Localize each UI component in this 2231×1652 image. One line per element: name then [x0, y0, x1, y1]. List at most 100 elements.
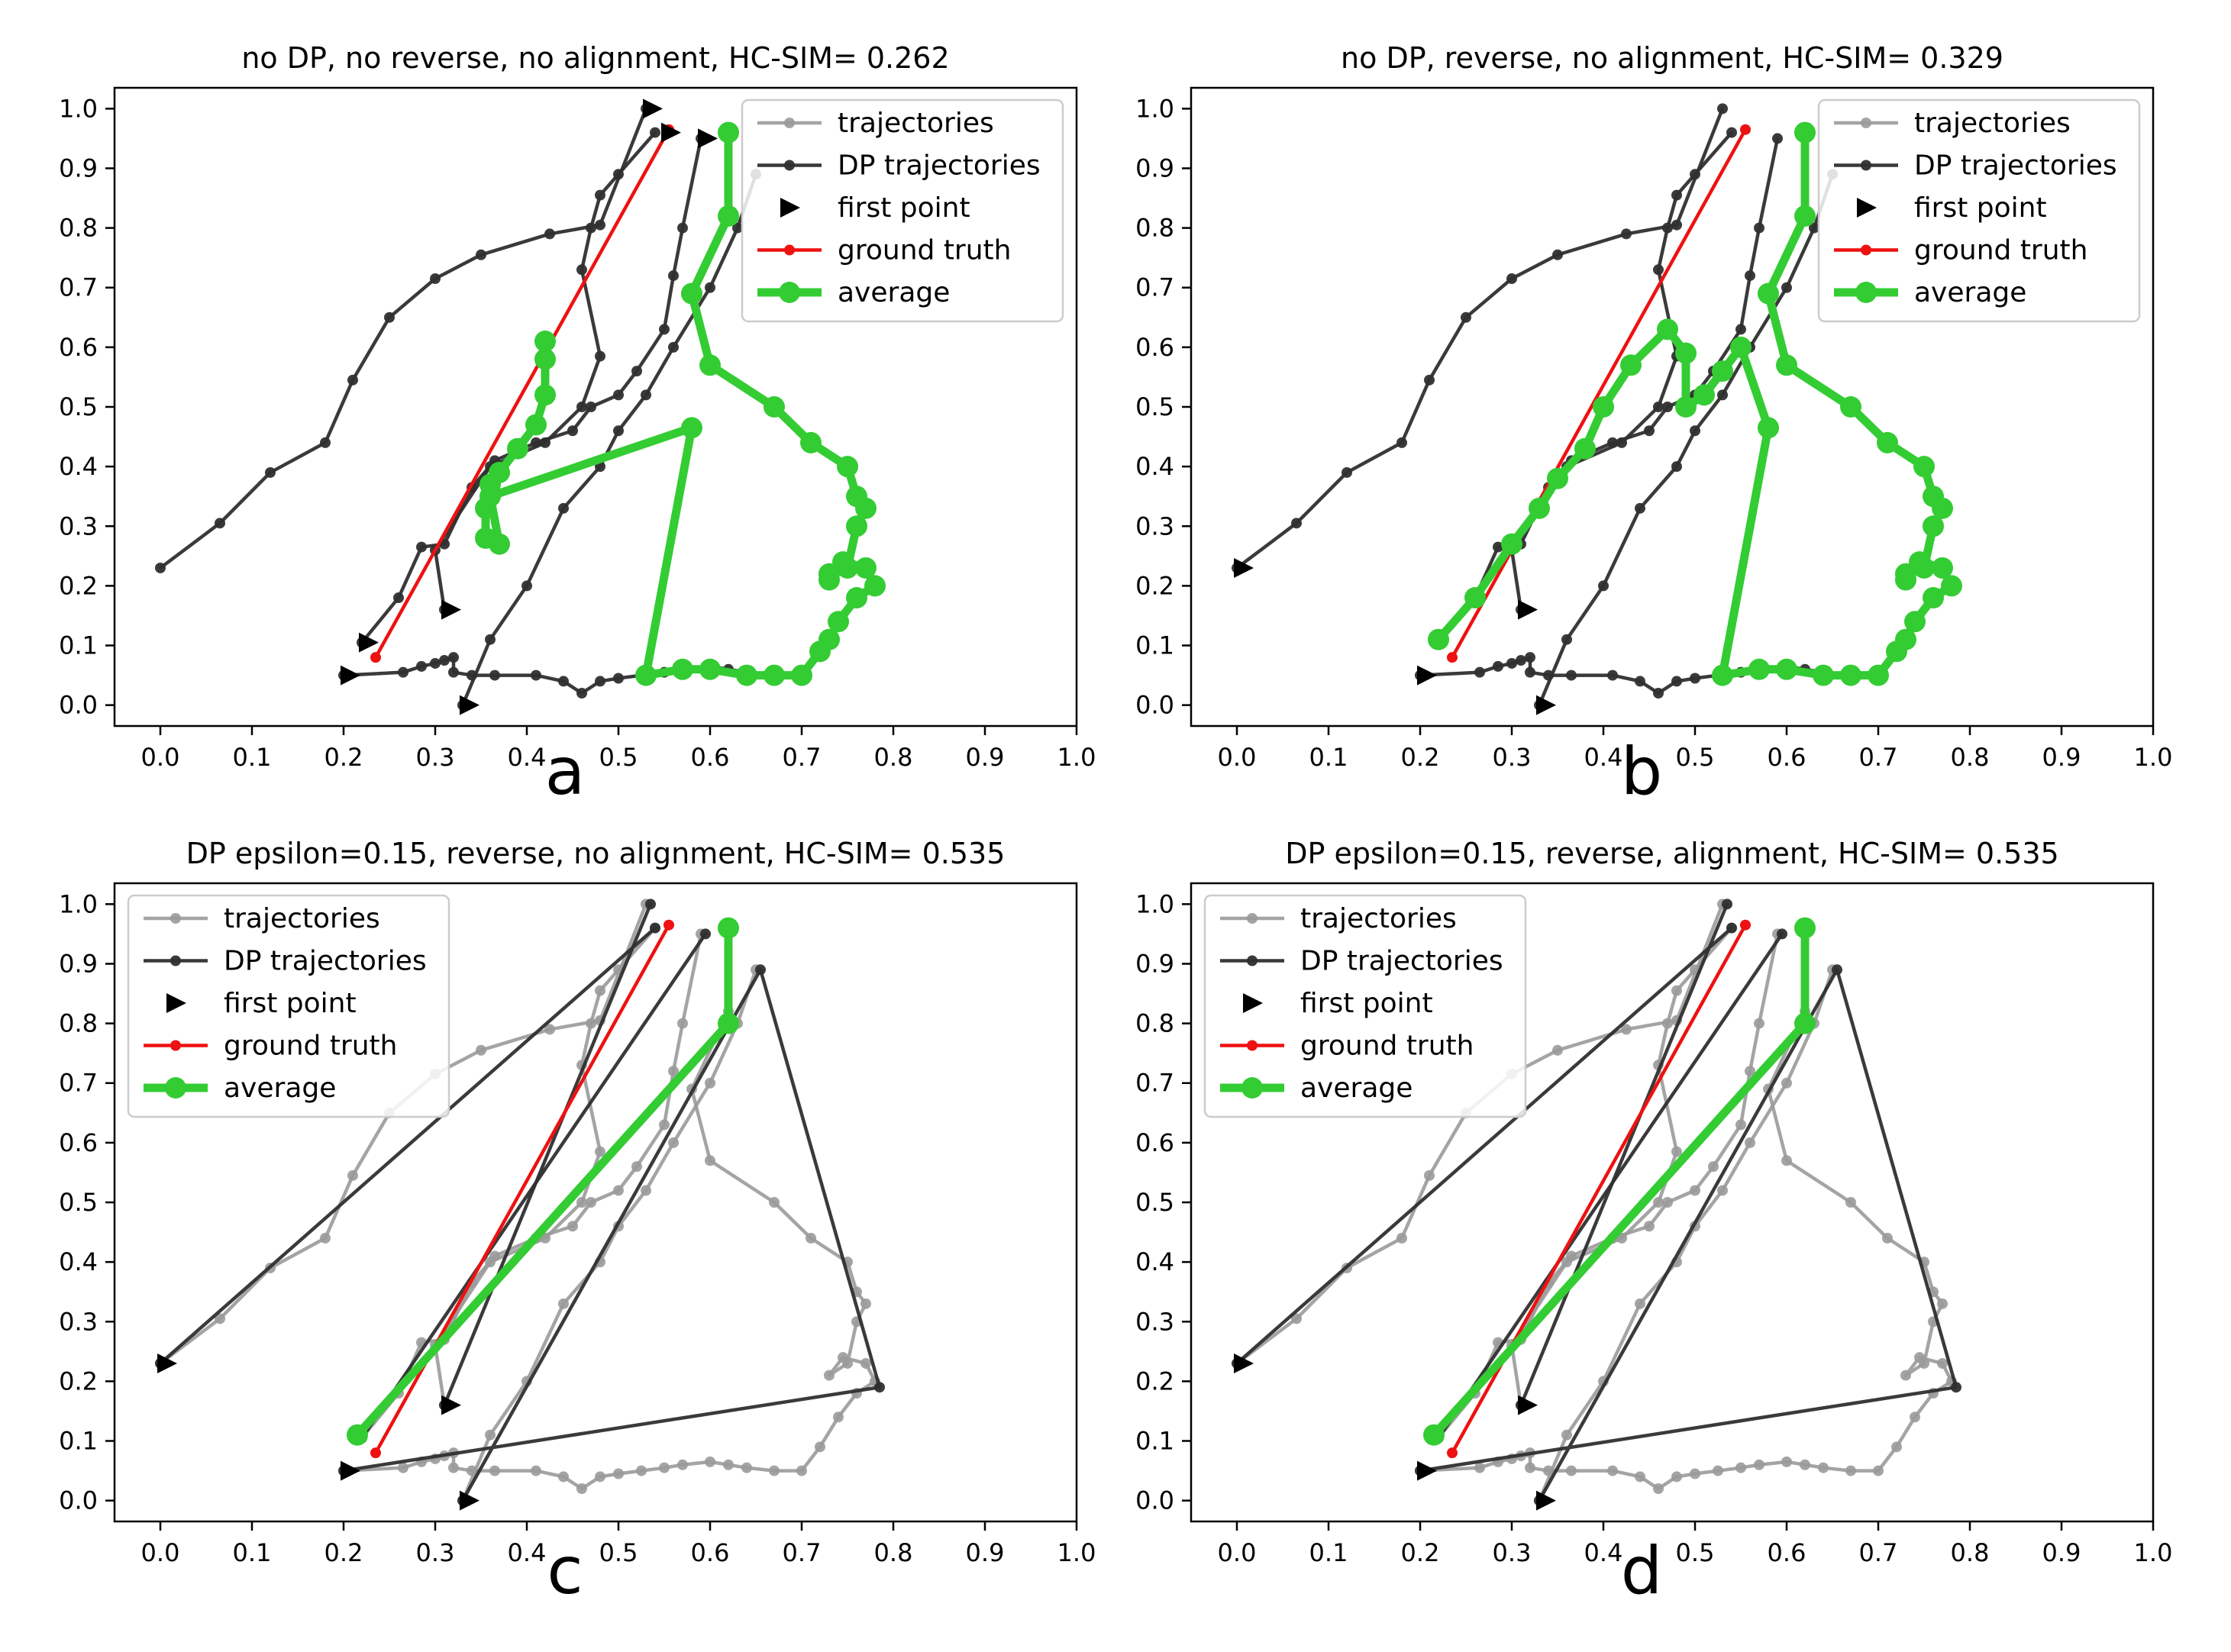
- y-tick-label: 1.0: [1135, 94, 1174, 123]
- x-tick-label: 0.1: [1309, 1538, 1348, 1567]
- panel-label: c: [547, 1533, 583, 1609]
- series-point-dp-0-9: [1671, 219, 1682, 231]
- legend-first-point-icon: [166, 993, 186, 1013]
- chart-panel-d: DP epsilon=0.15, reverse, alignment, HC-…: [1135, 837, 2172, 1609]
- series-point-traj-3-4: [1653, 1197, 1664, 1208]
- y-tick-label: 0.8: [59, 214, 98, 243]
- series-point-avg-6-0: [1794, 121, 1816, 144]
- series-point-traj-2-8: [1662, 1197, 1673, 1208]
- series-point-dp-7-1: [645, 899, 656, 910]
- series-point-avg-6-32: [489, 461, 510, 483]
- series-point-avg-10-0: [1423, 1424, 1445, 1446]
- panel-label: a: [545, 734, 586, 810]
- series-point-avg-6-4: [764, 396, 785, 418]
- series-point-avg-6-33: [507, 437, 528, 460]
- first-point-marker-1: [1417, 665, 1437, 686]
- x-tick-label: 0.7: [783, 1538, 822, 1567]
- legend-label: DP trajectories: [224, 946, 427, 977]
- series-point-avg-6-13: [1909, 551, 1930, 573]
- legend: trajectories DP trajectories first point gr…: [741, 98, 1064, 323]
- series-point-avg-6-0: [718, 121, 739, 144]
- series-point-avg-6-8: [1932, 497, 1953, 519]
- series-point-dp-1-11: [1653, 688, 1664, 699]
- plot-data: [155, 98, 886, 715]
- panel-label: d: [1621, 1533, 1663, 1609]
- legend-label: first point: [224, 988, 357, 1019]
- series-point-traj-4-7: [1745, 1137, 1755, 1148]
- legend-marker-avg: [165, 1077, 186, 1099]
- x-tick-label: 0.0: [1218, 743, 1257, 772]
- series-point-traj-0-7: [1552, 1044, 1563, 1056]
- series-point-dp-2-12: [1745, 270, 1755, 282]
- series-point-traj-1-23: [1910, 1412, 1920, 1423]
- series-point-traj-3-2: [1561, 1257, 1572, 1268]
- y-tick-label: 0.8: [59, 1009, 98, 1038]
- series-point-avg-6-23: [1776, 658, 1797, 680]
- legend-label: trajectories: [1914, 108, 2071, 139]
- series-point-traj-1-13: [613, 1468, 624, 1479]
- x-tick-label: 0.9: [2042, 743, 2081, 772]
- x-tick-label: 0.3: [1493, 1538, 1532, 1567]
- series-point-traj-4-1: [1561, 1429, 1572, 1441]
- series-point-avg-6-34: [525, 414, 547, 436]
- x-tick-label: 0.4: [508, 743, 547, 772]
- x-tick-label: 0.7: [1859, 743, 1898, 772]
- chart-panel-b: no DP, reverse, no alignment, HC-SIM= 0.…: [1135, 41, 2172, 810]
- legend-label: DP trajectories: [1914, 150, 2117, 182]
- series-point-traj-2-13: [1754, 1018, 1764, 1029]
- series-point-dp-2-11: [1735, 324, 1746, 335]
- y-tick-label: 0.9: [59, 153, 98, 182]
- series-point-avg-6-3: [699, 354, 721, 376]
- x-tick-label: 0.4: [1584, 743, 1623, 772]
- series-point-traj-2-10: [1708, 1161, 1719, 1173]
- legend-marker-avg: [1241, 1077, 1263, 1099]
- series-point-avg-6-4: [1840, 396, 1861, 418]
- series-point-dp-0-4: [347, 374, 358, 386]
- legend-marker-dp: [1861, 160, 1871, 171]
- series-point-traj-3-7: [586, 1018, 596, 1029]
- series-point-avg-10-1: [718, 1012, 739, 1034]
- series-point-dp-1-13: [1690, 673, 1700, 684]
- x-tick-label: 0.4: [508, 1538, 547, 1567]
- y-tick-label: 0.1: [1135, 1427, 1174, 1456]
- series-point-traj-1-14: [1713, 1465, 1723, 1476]
- series-point-gt-9-1: [663, 919, 674, 931]
- first-point-marker-1: [341, 665, 360, 686]
- series-point-avg-6-6: [1913, 456, 1935, 478]
- y-tick-label: 1.0: [59, 94, 98, 123]
- x-tick-label: 0.3: [1493, 743, 1532, 772]
- series-point-dp-3-10: [650, 127, 660, 138]
- series-point-traj-1-18: [1800, 1459, 1810, 1470]
- series-point-traj-2-7: [567, 1221, 578, 1232]
- series-point-traj-3-5: [1671, 1146, 1682, 1157]
- series-point-traj-1-29: [1919, 1357, 1929, 1369]
- series-point-dp-0-5: [384, 311, 395, 323]
- y-tick-label: 0.5: [59, 1188, 98, 1217]
- series-point-traj-1-13: [1690, 1468, 1700, 1479]
- legend-marker-traj: [784, 118, 795, 128]
- series-point-traj-2-10: [631, 1161, 642, 1173]
- series-point-dp-4-6: [641, 389, 651, 401]
- series-point-traj-1-9: [531, 1465, 541, 1476]
- series-point-traj-1-12: [595, 1471, 605, 1483]
- series-point-dp-3-3: [540, 437, 550, 448]
- series-point-dp-3-4: [576, 402, 587, 412]
- series-point-avg-6-28: [1712, 360, 1733, 382]
- series-point-dp-2-2: [416, 541, 427, 553]
- series-point-avg-6-36: [534, 348, 556, 370]
- series-point-dp-8-1: [1777, 928, 1787, 940]
- x-tick-label: 0.6: [1768, 1538, 1806, 1567]
- series-line-dp-6: [341, 968, 882, 1502]
- series-point-avg-6-17: [828, 611, 849, 633]
- series-point-traj-1-17: [705, 1456, 715, 1467]
- series-point-traj-1-17: [1781, 1456, 1792, 1467]
- legend-marker-traj: [1247, 913, 1258, 924]
- series-point-traj-0-1: [1291, 1313, 1302, 1325]
- series-line-dp-6: [1418, 968, 1958, 1502]
- x-tick-label: 0.1: [1309, 743, 1348, 772]
- x-tick-label: 0.6: [1768, 743, 1806, 772]
- series-point-avg-6-37: [534, 331, 556, 353]
- series-point-dp-0-9: [595, 219, 605, 231]
- series-point-dp-4-1: [1561, 634, 1572, 645]
